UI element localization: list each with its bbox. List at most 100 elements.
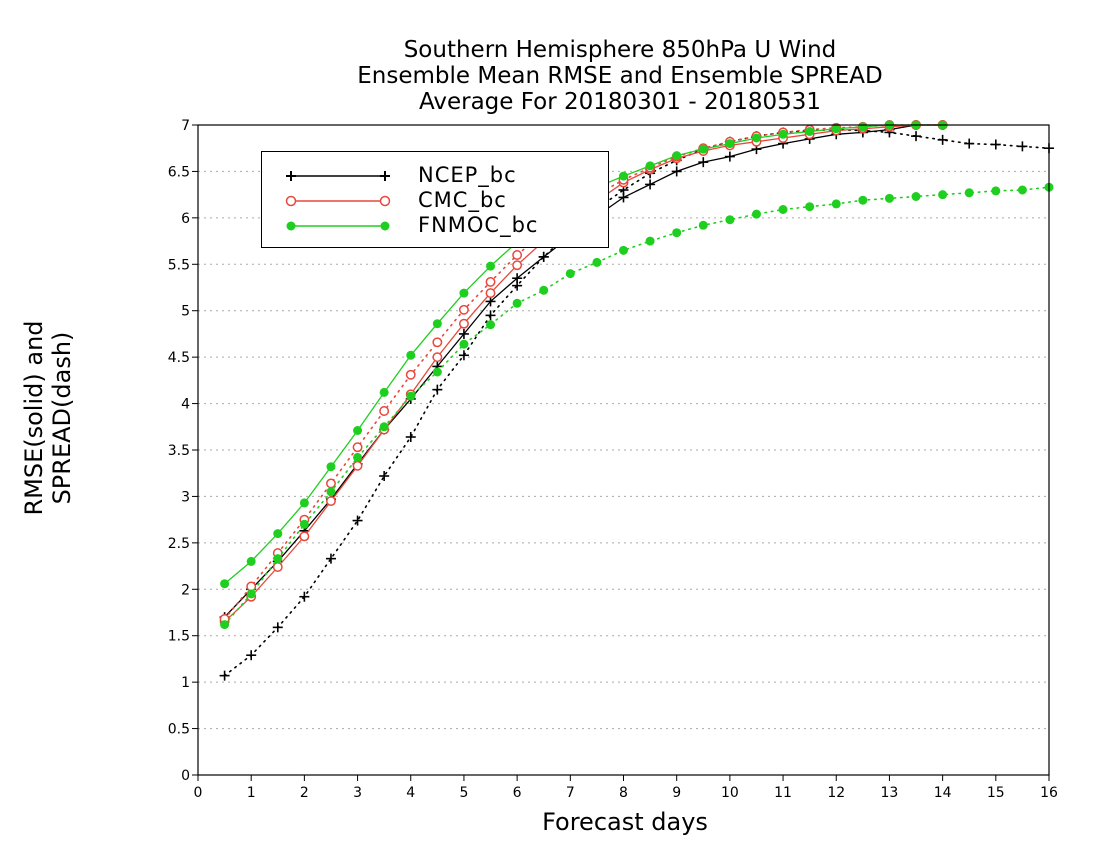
data-point-ncep-bc-spread: [937, 134, 948, 145]
x-tick-label: 11: [774, 785, 792, 801]
x-tick-label: 16: [1040, 785, 1058, 801]
data-point-fnmoc-bc-spread: [592, 257, 602, 267]
data-point-cmc-bc-spread: [458, 304, 469, 315]
data-point-fnmoc-bc-spread: [725, 215, 735, 225]
chart-title-line-2: Ensemble Mean RMSE and Ensemble SPREAD: [357, 63, 883, 89]
y-axis-title: RMSE(solid) and SPREAD(dash): [20, 320, 76, 516]
data-point-fnmoc-bc-rmse: [698, 144, 708, 154]
data-point-ncep-bc-rmse: [724, 151, 735, 162]
data-point-fnmoc-bc-spread: [379, 422, 389, 432]
data-point-fnmoc-bc-spread: [1017, 185, 1027, 195]
x-axis-title: Forecast days: [542, 808, 708, 836]
data-point-fnmoc-bc-spread: [406, 391, 416, 401]
data-point-fnmoc-bc-spread: [964, 188, 974, 198]
data-point-fnmoc-bc-rmse: [432, 319, 442, 329]
data-point-fnmoc-bc-spread: [539, 285, 549, 295]
data-point-ncep-bc-spread: [379, 471, 390, 481]
y-tick-label: 1.5: [168, 629, 190, 645]
data-point-ncep-bc-spread: [352, 515, 363, 526]
data-point-fnmoc-bc-spread: [858, 195, 868, 205]
data-point-fnmoc-bc-spread: [805, 202, 815, 212]
data-point-fnmoc-bc-spread: [991, 186, 1001, 196]
data-point-fnmoc-bc-spread: [911, 192, 921, 201]
data-point-fnmoc-bc-spread: [619, 245, 628, 255]
data-point-fnmoc-bc-spread: [220, 620, 230, 630]
data-point-ncep-bc-spread: [272, 622, 283, 633]
data-point-fnmoc-bc-rmse: [619, 171, 628, 181]
data-point-fnmoc-bc-spread: [672, 228, 682, 238]
y-tick-label: 3.5: [168, 443, 190, 459]
y-tick-label: 5: [181, 304, 190, 320]
data-point-fnmoc-bc-spread: [565, 269, 575, 279]
data-point-cmc-bc-spread: [485, 276, 496, 287]
data-point-ncep-bc-spread: [405, 432, 416, 442]
data-point-fnmoc-bc-rmse: [379, 387, 389, 397]
data-point-ncep-bc-rmse: [671, 166, 682, 177]
data-point-fnmoc-bc-spread: [273, 554, 283, 564]
x-tick-label: 2: [300, 785, 309, 801]
data-point-cmc-bc-spread: [512, 250, 523, 260]
data-point-ncep-bc-rmse: [485, 296, 496, 307]
data-point-fnmoc-bc-spread: [884, 193, 894, 203]
x-tick-label: 5: [459, 785, 468, 801]
data-point-cmc-bc-spread: [326, 478, 336, 489]
data-point-ncep-bc-spread: [512, 280, 523, 291]
data-point-cmc-bc-spread: [379, 406, 390, 416]
data-point-fnmoc-bc-spread: [751, 209, 761, 219]
legend: NCEP_bc CMC_bc FNMOC_bc: [261, 151, 609, 248]
data-point-cmc-bc-rmse: [485, 288, 496, 299]
data-point-fnmoc-bc-spread: [432, 367, 442, 377]
data-point-fnmoc-bc-rmse: [858, 122, 868, 132]
data-point-fnmoc-bc-spread: [246, 589, 256, 599]
legend-label-fnmoc: FNMOC_bc: [418, 213, 539, 237]
x-tick-label: 13: [881, 785, 899, 801]
data-point-ncep-bc-spread: [990, 139, 1001, 150]
x-tick-label: 6: [513, 785, 522, 801]
data-point-ncep-bc-spread: [964, 138, 975, 149]
data-point-fnmoc-bc-rmse: [486, 261, 496, 271]
data-point-ncep-bc-spread: [246, 650, 257, 661]
y-tick-label: 0.5: [168, 722, 190, 738]
data-point-fnmoc-bc-rmse: [805, 127, 815, 136]
data-point-fnmoc-bc-spread: [353, 452, 363, 462]
x-tick-label: 15: [987, 785, 1005, 801]
x-tick-label: 3: [353, 785, 362, 801]
x-tick-label: 12: [827, 785, 845, 801]
data-point-fnmoc-bc-spread: [299, 519, 309, 529]
y-tick-label: 4.5: [168, 350, 190, 366]
data-point-fnmoc-bc-spread: [831, 199, 841, 209]
data-point-cmc-bc-rmse: [512, 260, 523, 271]
data-point-ncep-bc-spread: [299, 591, 310, 602]
axes: 0 1 2 3 4 5 6 7 8 9 10 11 12 13 14 15 1600.511.522.533.5…: [168, 118, 1058, 801]
y-tick-label: 6: [181, 211, 190, 227]
x-tick-label: 14: [934, 785, 952, 801]
data-point-fnmoc-bc-spread: [938, 190, 948, 200]
y-tick-label: 4: [181, 397, 190, 413]
data-point-ncep-bc-spread: [219, 670, 230, 681]
data-point-fnmoc-bc-rmse: [831, 124, 841, 134]
data-point-fnmoc-bc-rmse: [672, 151, 682, 161]
data-point-fnmoc-bc-rmse: [725, 139, 735, 149]
data-point-fnmoc-bc-rmse: [778, 129, 788, 139]
data-point-fnmoc-bc-rmse: [246, 556, 256, 566]
data-point-fnmoc-bc-rmse: [459, 288, 469, 298]
data-point-fnmoc-bc-rmse: [751, 133, 761, 143]
data-point-ncep-bc-rmse: [645, 179, 656, 190]
data-point-cmc-bc-rmse: [299, 531, 310, 542]
data-point-ncep-bc-spread: [485, 310, 496, 321]
data-point-fnmoc-bc-rmse: [299, 498, 309, 508]
data-point-ncep-bc-spread: [1017, 141, 1028, 152]
y-tick-label: 7: [181, 118, 190, 134]
legend-symbol-ncep: [286, 171, 390, 181]
legend-label-ncep: NCEP_bc: [418, 163, 517, 187]
x-tick-label: 4: [406, 785, 415, 801]
y-tick-label: 2: [181, 582, 190, 598]
data-point-cmc-bc-rmse: [458, 318, 469, 329]
data-point-fnmoc-bc-rmse: [353, 426, 363, 435]
data-point-ncep-bc-spread: [458, 350, 469, 361]
data-point-ncep-bc-rmse: [458, 328, 469, 339]
data-point-fnmoc-bc-rmse: [220, 579, 230, 589]
data-point-fnmoc-bc-spread: [698, 220, 708, 230]
legend-symbol-cmc: [285, 195, 391, 207]
